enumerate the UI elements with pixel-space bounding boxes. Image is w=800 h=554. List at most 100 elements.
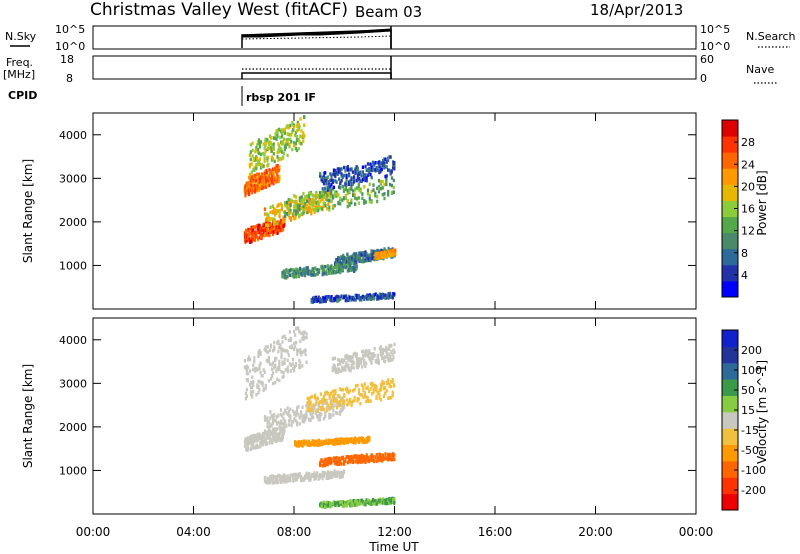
power-cell bbox=[321, 187, 324, 191]
velocity-cell bbox=[377, 359, 380, 363]
power-cell bbox=[258, 142, 262, 147]
power-cell bbox=[345, 265, 348, 269]
power-cell bbox=[263, 232, 267, 237]
power-cell bbox=[292, 128, 295, 132]
power-cell bbox=[350, 266, 353, 271]
velocity-cell bbox=[319, 400, 322, 404]
power-cell bbox=[294, 203, 297, 207]
velocity-cell bbox=[281, 360, 284, 364]
power-cell bbox=[392, 185, 395, 190]
power-cell bbox=[295, 148, 298, 153]
velocity-cell bbox=[340, 475, 343, 479]
power-cell bbox=[357, 184, 360, 189]
power-cell bbox=[254, 225, 257, 229]
velocity-cell bbox=[327, 403, 330, 408]
velocity-cell bbox=[263, 477, 267, 482]
power-cell bbox=[247, 192, 251, 197]
nsky-tick-high: 10^5 bbox=[55, 23, 85, 36]
velocity-cell bbox=[275, 422, 279, 426]
power-cell bbox=[317, 200, 320, 204]
velocity-cell bbox=[330, 457, 333, 461]
power-cell bbox=[280, 157, 283, 161]
power-cell bbox=[326, 195, 329, 200]
power-cell bbox=[346, 165, 349, 169]
velocity-cell bbox=[360, 393, 363, 397]
power-cell bbox=[249, 227, 252, 232]
power-cell bbox=[324, 190, 327, 194]
velocity-cell bbox=[341, 455, 344, 460]
velocity-cell bbox=[297, 405, 300, 409]
velocity-cell bbox=[245, 387, 248, 392]
power-cell bbox=[277, 168, 280, 173]
power-cell bbox=[290, 267, 293, 272]
velocity-cell bbox=[275, 474, 279, 479]
velocity-cell bbox=[381, 456, 385, 460]
power-cell bbox=[317, 298, 320, 303]
velocity-cell bbox=[280, 370, 283, 374]
power-cell bbox=[344, 181, 347, 186]
power-colorbar-swatch bbox=[722, 280, 738, 298]
power-cell bbox=[261, 233, 264, 237]
power-cell bbox=[338, 263, 341, 267]
power-cell bbox=[311, 204, 314, 208]
velocity-cell bbox=[302, 478, 305, 482]
power-cell bbox=[315, 201, 318, 205]
nsky-label: N.Sky bbox=[5, 30, 37, 43]
velocity-cell bbox=[341, 396, 344, 400]
velocity-cell bbox=[320, 458, 323, 463]
velocity-cell bbox=[275, 477, 279, 482]
power-cell bbox=[350, 261, 353, 265]
velocity-cell bbox=[351, 457, 354, 462]
velocity-cell bbox=[326, 441, 329, 446]
power-cell bbox=[298, 196, 301, 200]
velocity-cell bbox=[335, 406, 339, 410]
power-cell bbox=[268, 142, 271, 147]
velocity-cell bbox=[294, 418, 297, 423]
power-cell bbox=[310, 211, 313, 216]
power-cell bbox=[315, 272, 318, 276]
power-cell bbox=[299, 269, 302, 273]
power-cell bbox=[332, 185, 336, 190]
velocity-cell bbox=[246, 365, 250, 370]
velocity-cell bbox=[278, 345, 281, 350]
power-cell bbox=[392, 178, 395, 183]
power-cell bbox=[311, 197, 314, 202]
power-cell bbox=[296, 206, 299, 211]
velocity-cell bbox=[365, 456, 368, 461]
velocity-cell bbox=[349, 455, 352, 459]
power-cell bbox=[274, 222, 277, 226]
velocity-cell bbox=[390, 380, 393, 384]
power-cell bbox=[326, 295, 329, 299]
velocity-cell bbox=[350, 458, 353, 463]
velocity-cell bbox=[378, 452, 381, 457]
power-cell bbox=[246, 183, 249, 188]
power-cell bbox=[333, 190, 336, 194]
power-cell bbox=[336, 268, 339, 272]
nsky-tick-low: 10^0 bbox=[55, 40, 85, 53]
velocity-cell bbox=[269, 475, 272, 479]
velocity-colorbar-label: Velocity [m s^-1] bbox=[755, 360, 769, 464]
velocity-cell bbox=[343, 441, 346, 445]
power-cell bbox=[369, 162, 372, 167]
power-cell bbox=[335, 264, 338, 268]
power-cell bbox=[259, 228, 262, 232]
velocity-cell bbox=[346, 440, 349, 444]
power-cell bbox=[356, 294, 359, 298]
velocity-cell bbox=[333, 356, 336, 360]
velocity-cell bbox=[349, 502, 352, 507]
velocity-cell bbox=[259, 361, 262, 366]
velocity-cell bbox=[327, 391, 330, 396]
power-cell bbox=[371, 254, 374, 258]
power-cell bbox=[368, 196, 371, 201]
velocity-cell bbox=[362, 388, 365, 392]
power-cell bbox=[279, 135, 282, 140]
velocity-cell bbox=[281, 437, 284, 442]
velocity-cell bbox=[376, 391, 380, 395]
velocity-cell bbox=[270, 438, 273, 442]
power-colorbar-swatch bbox=[722, 184, 738, 201]
velocity-cell bbox=[378, 388, 381, 393]
velocity-cell bbox=[286, 477, 289, 482]
velocity-cell bbox=[338, 440, 341, 444]
power-cell bbox=[356, 178, 359, 182]
velocity-cell bbox=[389, 355, 392, 359]
